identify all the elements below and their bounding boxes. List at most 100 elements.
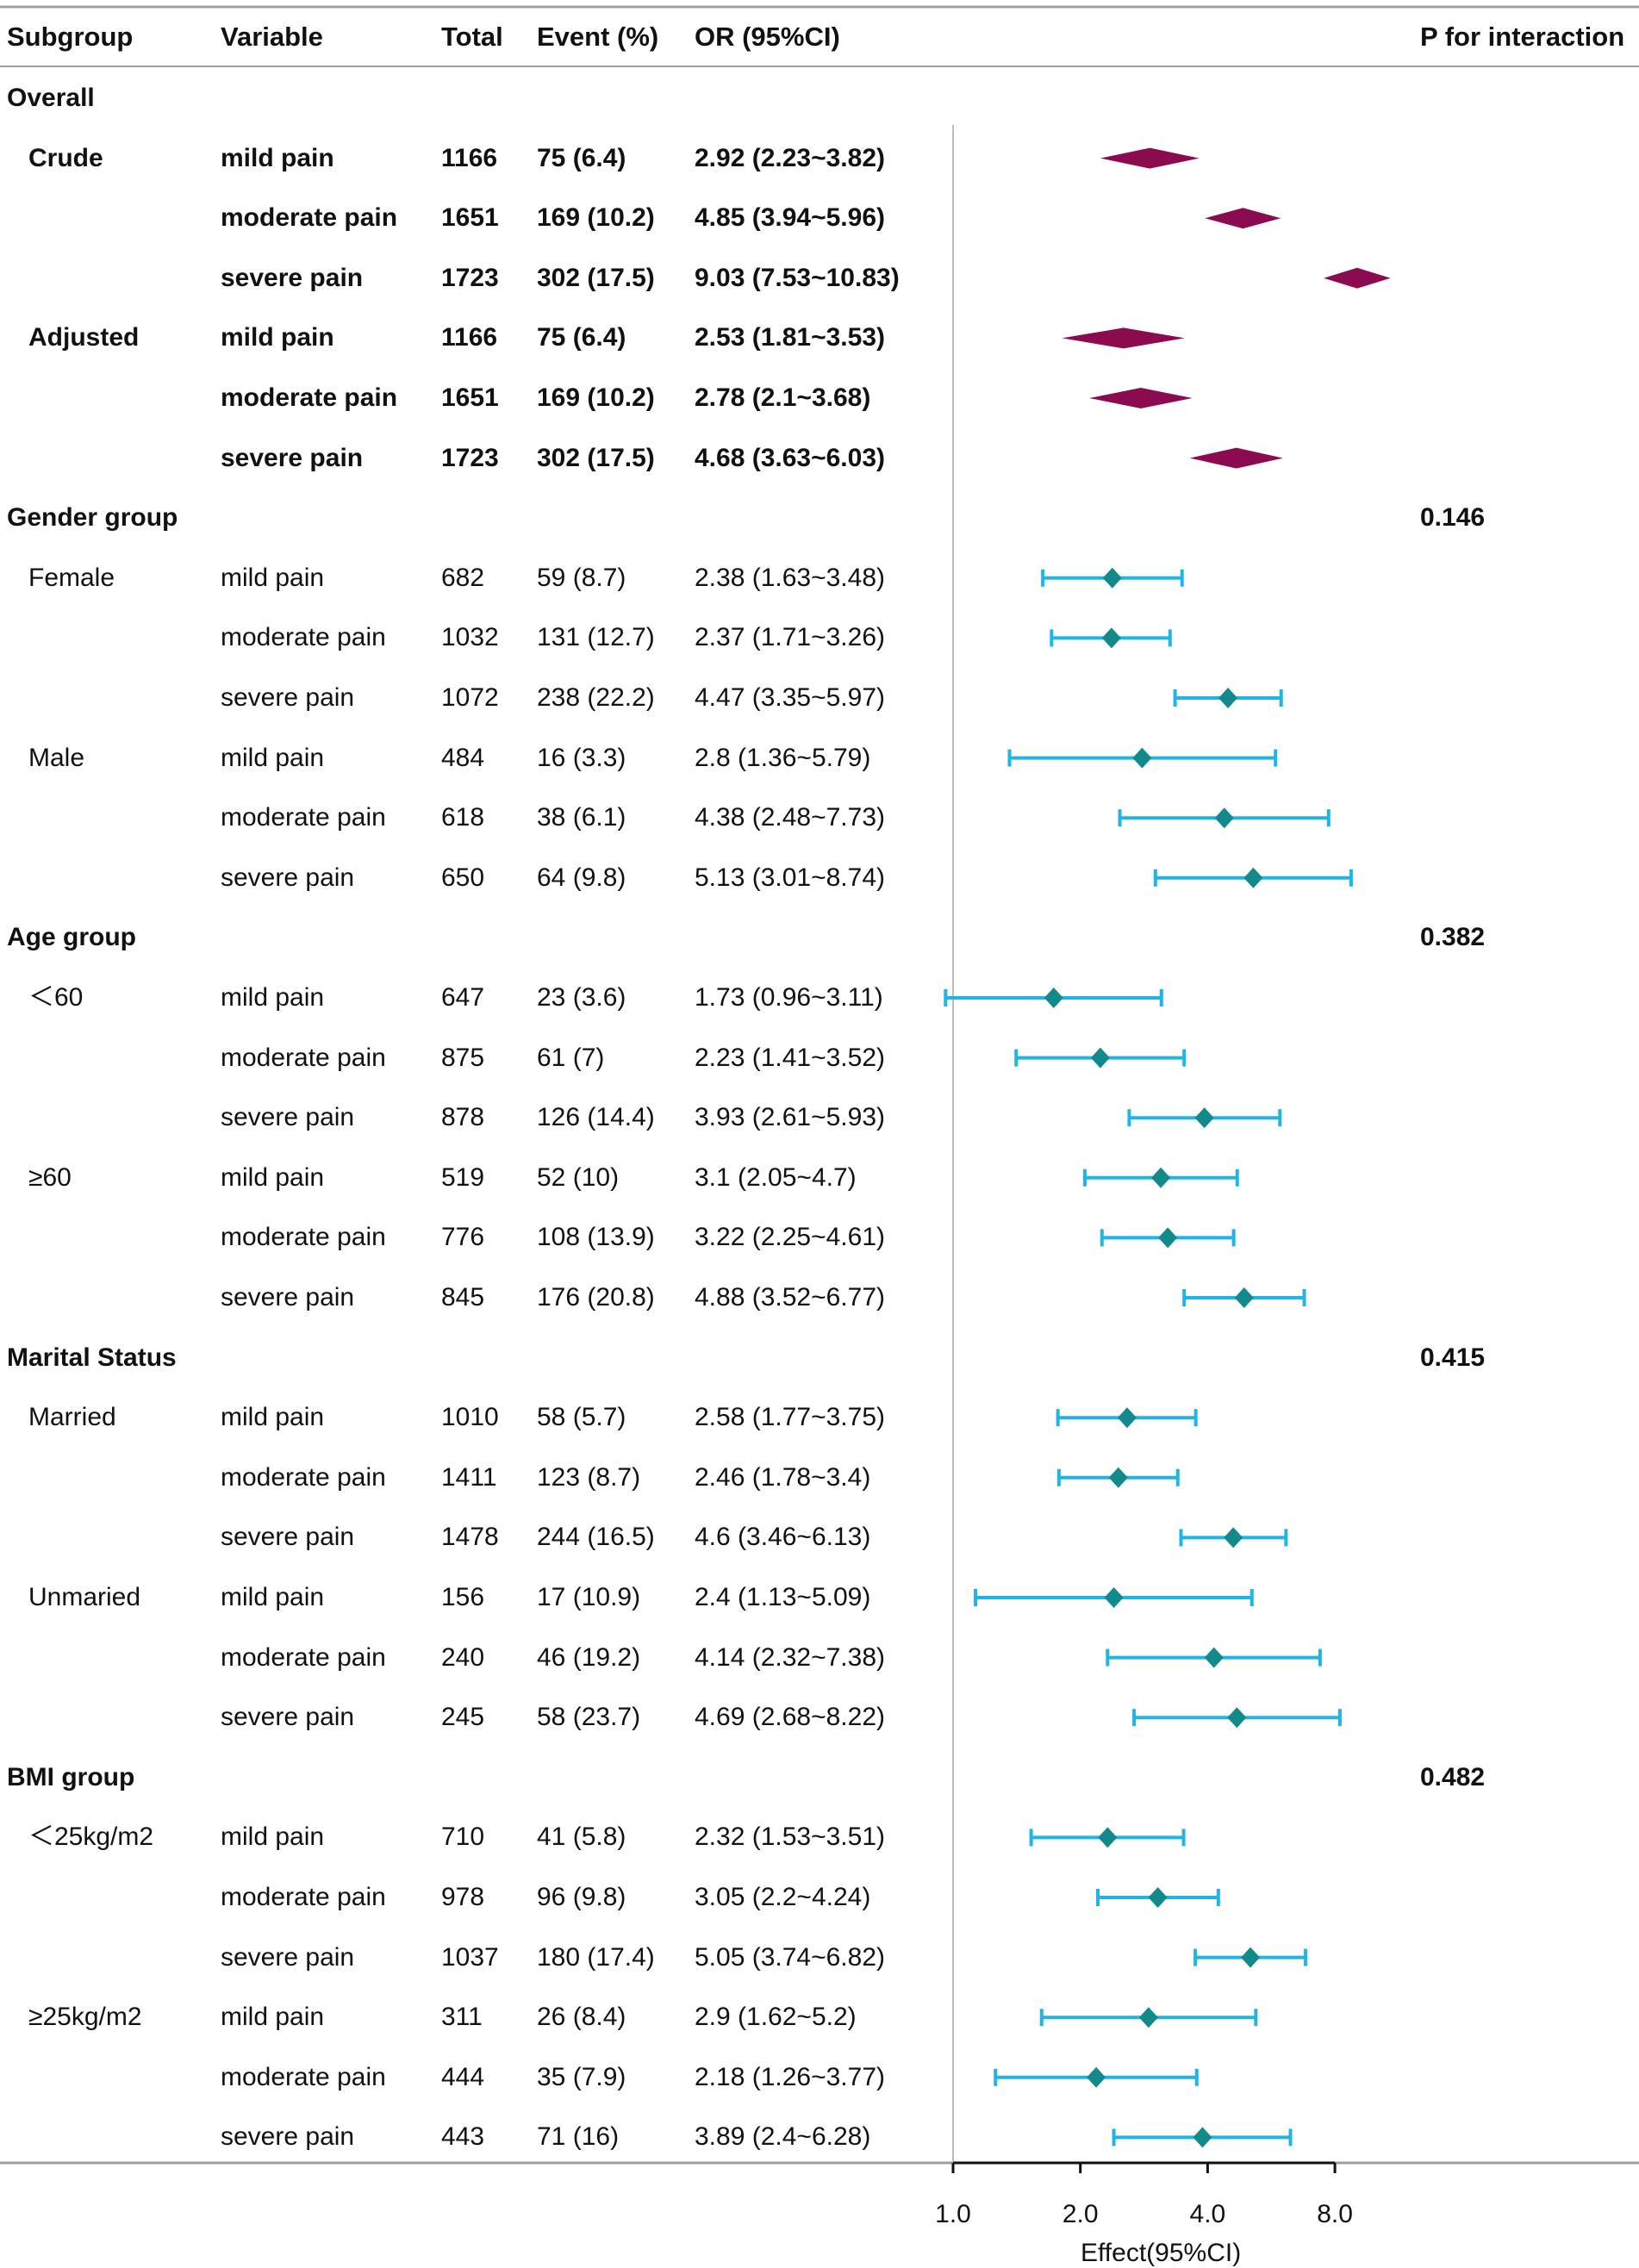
total-cell: 1166	[441, 143, 498, 172]
variable-cell: severe pain	[221, 1523, 355, 1552]
pooled-estimate-diamond	[1324, 267, 1391, 289]
point-estimate-marker	[1234, 1287, 1254, 1308]
total-cell: 710	[441, 1822, 485, 1852]
variable-cell: moderate pain	[221, 623, 386, 652]
or-ci-cell: 2.9 (1.62~5.2)	[695, 2003, 857, 2032]
variable-cell: mild pain	[221, 323, 334, 352]
or-ci-cell: 2.37 (1.71~3.26)	[695, 623, 886, 652]
variable-cell: severe pain	[221, 683, 355, 712]
pooled-estimate-diamond	[1205, 208, 1281, 229]
point-estimate-marker	[1214, 807, 1234, 829]
pooled-estimate-diamond	[1189, 447, 1283, 469]
variable-cell: mild pain	[221, 983, 325, 1012]
or-ci-cell: 3.22 (2.25~4.61)	[695, 1223, 886, 1252]
or-ci-cell: 2.8 (1.36~5.79)	[695, 743, 871, 772]
point-estimate-marker	[1158, 1227, 1178, 1249]
event-cell: 61 (7)	[537, 1043, 605, 1072]
or-ci-cell: 2.92 (2.23~3.82)	[695, 143, 886, 172]
variable-cell: severe pain	[221, 443, 364, 472]
total-cell: 240	[441, 1642, 485, 1672]
variable-cell: moderate pain	[221, 1883, 386, 1911]
variable-cell: severe pain	[221, 1703, 355, 1732]
variable-cell: severe pain	[221, 263, 364, 292]
or-ci-cell: 4.38 (2.48~7.73)	[695, 803, 886, 832]
total-cell: 519	[441, 1162, 485, 1192]
event-cell: 169 (10.2)	[537, 203, 655, 233]
or-ci-cell: 5.13 (3.01~8.74)	[695, 863, 886, 892]
point-estimate-marker	[1087, 2066, 1106, 2088]
or-ci-cell: 4.88 (3.52~6.77)	[695, 1283, 886, 1312]
point-estimate-marker	[1151, 1167, 1171, 1188]
subgroup-label: ＜25kg/m2	[28, 1822, 154, 1852]
event-cell: 58 (5.7)	[537, 1403, 626, 1432]
event-cell: 75 (6.4)	[537, 143, 626, 172]
total-cell: 156	[441, 1583, 485, 1611]
total-cell: 245	[441, 1703, 485, 1732]
x-tick-label: 1.0	[935, 2200, 971, 2228]
pooled-estimate-diamond	[1089, 388, 1193, 408]
variable-cell: moderate pain	[221, 1043, 386, 1072]
event-cell: 64 (9.8)	[537, 863, 626, 892]
event-cell: 16 (3.3)	[537, 743, 626, 772]
pooled-estimate-diamond	[1062, 327, 1185, 349]
event-cell: 26 (8.4)	[537, 2003, 626, 2032]
point-estimate-marker	[1224, 1527, 1243, 1548]
event-cell: 23 (3.6)	[537, 983, 626, 1012]
total-cell: 647	[441, 983, 485, 1012]
total-cell: 1651	[441, 383, 499, 412]
or-ci-cell: 2.58 (1.77~3.75)	[695, 1403, 886, 1432]
variable-cell: mild pain	[221, 1403, 325, 1432]
event-cell: 58 (23.7)	[537, 1703, 641, 1732]
or-ci-cell: 4.69 (2.68~8.22)	[695, 1703, 886, 1732]
or-ci-cell: 2.53 (1.81~3.53)	[695, 323, 886, 352]
header-event: Event (%)	[537, 22, 659, 52]
or-ci-cell: 5.05 (3.74~6.82)	[695, 1942, 886, 1972]
total-cell: 878	[441, 1103, 485, 1132]
point-estimate-marker	[1227, 1707, 1247, 1729]
event-cell: 131 (12.7)	[537, 623, 655, 652]
subgroup-label: ≥60	[28, 1162, 72, 1192]
header-p-interaction: P for interaction	[1420, 22, 1625, 52]
x-tick-label: 8.0	[1317, 2200, 1353, 2228]
variable-cell: moderate pain	[221, 1223, 386, 1252]
event-cell: 17 (10.9)	[537, 1583, 641, 1611]
variable-cell: moderate pain	[221, 2062, 386, 2091]
variable-cell: severe pain	[221, 863, 355, 892]
point-estimate-marker	[1241, 1947, 1261, 1968]
or-ci-cell: 1.73 (0.96~3.11)	[695, 983, 883, 1012]
point-estimate-marker	[1090, 1047, 1110, 1069]
or-ci-cell: 4.47 (3.35~5.97)	[695, 683, 886, 712]
point-estimate-marker	[1117, 1407, 1137, 1429]
variable-cell: mild pain	[221, 1162, 325, 1192]
or-ci-cell: 3.89 (2.4~6.28)	[695, 2122, 871, 2152]
or-ci-cell: 2.46 (1.78~3.4)	[695, 1462, 871, 1492]
or-ci-cell: 2.4 (1.13~5.09)	[695, 1583, 871, 1611]
variable-cell: severe pain	[221, 1942, 355, 1972]
group-label: Marital Status	[7, 1343, 177, 1372]
header-or: OR (95%CI)	[695, 22, 840, 52]
event-cell: 52 (10)	[537, 1162, 620, 1192]
event-cell: 108 (13.9)	[537, 1223, 655, 1252]
total-cell: 1032	[441, 623, 499, 652]
event-cell: 302 (17.5)	[537, 263, 655, 292]
or-ci-cell: 4.68 (3.63~6.03)	[695, 443, 886, 472]
total-cell: 1723	[441, 443, 499, 472]
p-interaction-value: 0.146	[1420, 503, 1486, 533]
header-subgroup: Subgroup	[7, 22, 134, 52]
total-cell: 484	[441, 743, 485, 772]
variable-cell: mild pain	[221, 743, 325, 772]
event-cell: 35 (7.9)	[537, 2062, 626, 2091]
point-estimate-marker	[1194, 1107, 1214, 1129]
event-cell: 176 (20.8)	[537, 1283, 655, 1312]
or-ci-cell: 3.05 (2.2~4.24)	[695, 1883, 871, 1911]
point-estimate-marker	[1204, 1647, 1224, 1668]
variable-cell: mild pain	[221, 1822, 325, 1852]
subgroup-label: Male	[28, 743, 85, 772]
total-cell: 776	[441, 1223, 485, 1252]
total-cell: 1010	[441, 1403, 499, 1432]
group-label: BMI group	[7, 1762, 135, 1791]
total-cell: 1478	[441, 1523, 499, 1552]
event-cell: 75 (6.4)	[537, 323, 626, 352]
